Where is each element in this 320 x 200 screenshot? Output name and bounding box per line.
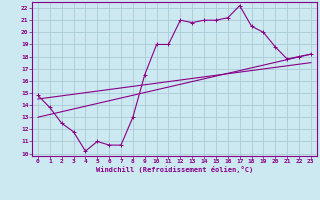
X-axis label: Windchill (Refroidissement éolien,°C): Windchill (Refroidissement éolien,°C): [96, 166, 253, 173]
